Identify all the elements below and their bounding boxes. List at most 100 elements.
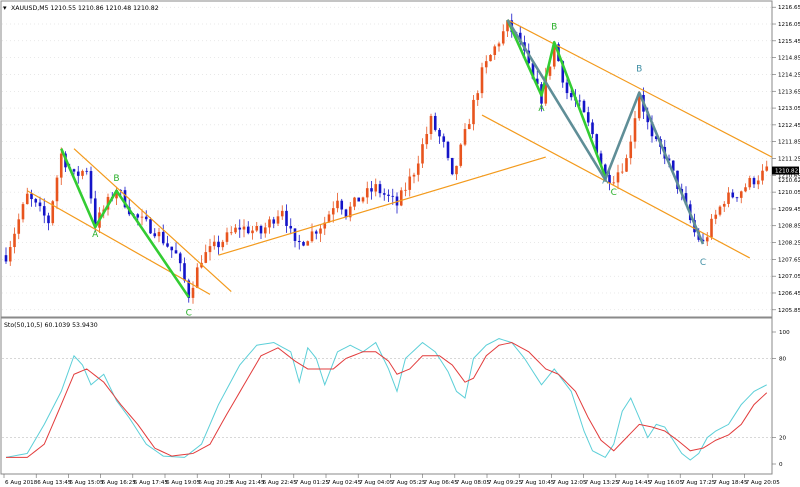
candle-body [34,199,38,203]
candle-body [739,191,743,198]
time-tick-label: 7 Aug 02:45 [327,480,362,486]
stochastic-axis: 100 80 20 0 [772,330,790,468]
stochastic-label: Sto(50,10,5) 60.1039 53.9430 [4,322,98,329]
candle-body [8,247,12,262]
time-tick-label: 7 Aug 04:05 [359,480,394,486]
candle-body [144,216,148,220]
candle-body [225,232,229,242]
stochastic-tick-label: 80 [779,356,787,362]
candle-body [646,111,650,123]
symbol-info: XAUUSD,M5 1210.55 1210.86 1210.48 1210.8… [11,5,159,12]
stochastic-tick-label: 20 [779,436,787,442]
candle-body [463,129,467,145]
price-tick-label: 1215.45 [778,39,800,45]
candle-body [633,118,637,142]
candle-body [382,193,386,195]
candle-body [518,32,522,43]
abc-pattern-line [60,148,190,298]
candle-body [251,230,254,234]
candle-body [115,190,118,199]
candle-body [276,216,280,224]
candle-body [629,141,633,159]
price-tick-label: 1211.85 [778,140,800,146]
price-tick-label: 1208.85 [778,224,800,230]
candle-body [93,198,97,228]
candle-body [582,100,586,113]
candle-body [187,280,191,298]
candle-body [552,44,556,67]
candle-body [229,232,233,234]
candle-body [586,112,590,123]
candle-body [480,67,484,94]
pattern-point-label: B [636,65,642,75]
time-tick-label: 7 Aug 17:25 [681,480,716,486]
time-tick-label: 7 Aug 05:25 [391,480,426,486]
price-tick-label: 1214.25 [778,72,800,78]
candle-body [306,241,310,246]
time-tick-label: 6 Aug 17:45 [134,480,169,486]
candle-body [4,255,8,262]
price-pane [0,0,773,318]
candle-body [72,169,76,172]
price-tick-label: 1210.05 [778,190,800,196]
candle-body [242,226,246,230]
candle-body [578,100,582,102]
candle-body [599,153,603,165]
candle-body [446,141,450,158]
time-axis: 6 Aug 2018 6 Aug 13:456 Aug 15:056 Aug 16… [3,474,780,486]
trend-channel-line [26,190,211,295]
candle-body [344,209,348,218]
chevron-down-icon[interactable]: ▾ [3,4,7,12]
candle-body [701,239,705,242]
candle-body [591,122,594,135]
candle-body [221,241,225,248]
price-axis: 1216.65 1216.05 1215.45 1214.85 1214.25 1213.… [772,5,800,314]
candle-body [472,99,475,125]
candle-body [416,163,420,175]
abc-pattern-line [506,19,705,245]
time-tick-label: 6 Aug 16:25 [102,480,137,486]
candle-body [370,188,373,192]
candle-body [280,210,284,217]
candle-body [731,192,735,198]
candle-body [272,219,276,224]
candle-body [153,233,157,237]
candle-body [59,153,63,178]
stochastic-lines [5,338,768,461]
candle-body [51,201,55,224]
candle-body [234,227,237,233]
candle-body [442,136,446,142]
candle-body [425,134,429,145]
candle-body [365,188,369,198]
candle-body [710,218,713,238]
candle-body [476,93,480,100]
candle-body [123,190,127,208]
price-tick-label: 1213.05 [778,106,800,112]
price-tick-label: 1208.25 [778,241,800,247]
candle-body [748,178,752,188]
candle-body [149,219,152,234]
candle-body [42,206,46,216]
pattern-point-label: A [602,177,609,187]
time-tick-label: 7 Aug 13:25 [585,480,620,486]
candle-body [38,202,42,207]
time-tick-label: 7 Aug 14:45 [617,480,652,486]
candle-body [493,46,497,56]
candle-body [616,172,620,183]
candle-body [212,241,216,247]
candle-body [484,61,488,68]
candle-body [404,189,407,191]
candle-body [297,240,301,242]
candle-body [331,208,335,215]
time-tick-label: 7 Aug 10:45 [520,480,555,486]
candle-body [501,31,505,44]
price-tick-label: 1210.65 [778,173,800,179]
price-tick-label: 1207.05 [778,274,800,280]
candle-body [705,237,709,242]
current-price-label: 1210.82 [775,169,798,175]
candle-body [625,158,628,172]
candle-body [302,241,305,246]
pattern-point-label: A [538,104,545,114]
candle-body [412,174,416,177]
